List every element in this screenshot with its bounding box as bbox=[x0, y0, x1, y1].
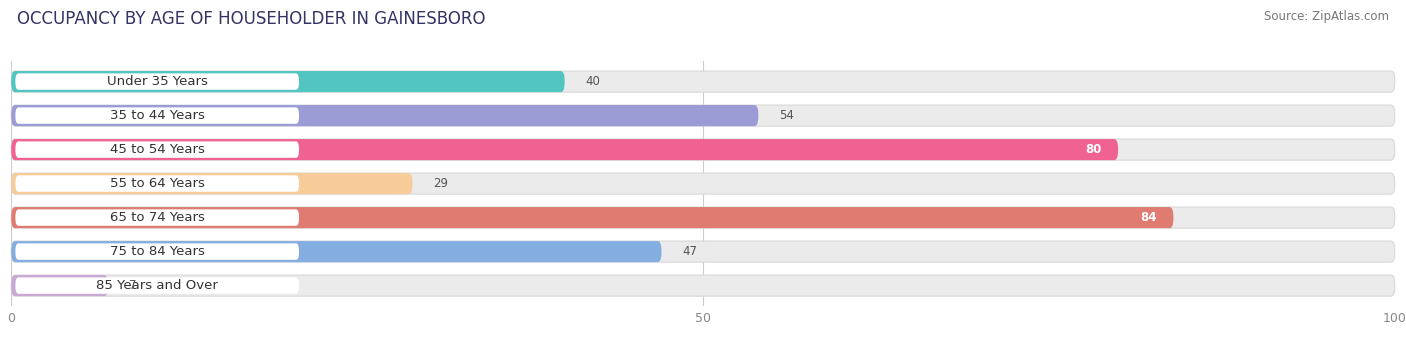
FancyBboxPatch shape bbox=[11, 275, 1395, 296]
FancyBboxPatch shape bbox=[11, 241, 1395, 262]
Text: 84: 84 bbox=[1140, 211, 1157, 224]
FancyBboxPatch shape bbox=[11, 139, 1118, 160]
Text: 35 to 44 Years: 35 to 44 Years bbox=[110, 109, 205, 122]
FancyBboxPatch shape bbox=[11, 207, 1174, 228]
FancyBboxPatch shape bbox=[15, 73, 299, 90]
Text: 85 Years and Over: 85 Years and Over bbox=[96, 279, 218, 292]
FancyBboxPatch shape bbox=[11, 139, 1395, 160]
FancyBboxPatch shape bbox=[11, 207, 1395, 228]
Text: 55 to 64 Years: 55 to 64 Years bbox=[110, 177, 205, 190]
Text: OCCUPANCY BY AGE OF HOUSEHOLDER IN GAINESBORO: OCCUPANCY BY AGE OF HOUSEHOLDER IN GAINE… bbox=[17, 10, 485, 28]
FancyBboxPatch shape bbox=[11, 105, 1395, 126]
FancyBboxPatch shape bbox=[11, 71, 565, 92]
FancyBboxPatch shape bbox=[11, 241, 661, 262]
FancyBboxPatch shape bbox=[15, 243, 299, 260]
Text: 45 to 54 Years: 45 to 54 Years bbox=[110, 143, 205, 156]
Text: 65 to 74 Years: 65 to 74 Years bbox=[110, 211, 205, 224]
FancyBboxPatch shape bbox=[11, 105, 758, 126]
Text: 54: 54 bbox=[779, 109, 794, 122]
Text: 29: 29 bbox=[433, 177, 449, 190]
Text: 75 to 84 Years: 75 to 84 Years bbox=[110, 245, 205, 258]
Text: 47: 47 bbox=[682, 245, 697, 258]
FancyBboxPatch shape bbox=[15, 141, 299, 158]
FancyBboxPatch shape bbox=[11, 275, 108, 296]
FancyBboxPatch shape bbox=[15, 277, 299, 294]
Text: Source: ZipAtlas.com: Source: ZipAtlas.com bbox=[1264, 10, 1389, 23]
Text: Under 35 Years: Under 35 Years bbox=[107, 75, 208, 88]
FancyBboxPatch shape bbox=[11, 71, 1395, 92]
FancyBboxPatch shape bbox=[15, 107, 299, 124]
Text: 40: 40 bbox=[585, 75, 600, 88]
FancyBboxPatch shape bbox=[11, 173, 412, 194]
Text: 80: 80 bbox=[1085, 143, 1101, 156]
FancyBboxPatch shape bbox=[15, 175, 299, 192]
Text: 7: 7 bbox=[129, 279, 136, 292]
FancyBboxPatch shape bbox=[15, 209, 299, 226]
FancyBboxPatch shape bbox=[11, 173, 1395, 194]
